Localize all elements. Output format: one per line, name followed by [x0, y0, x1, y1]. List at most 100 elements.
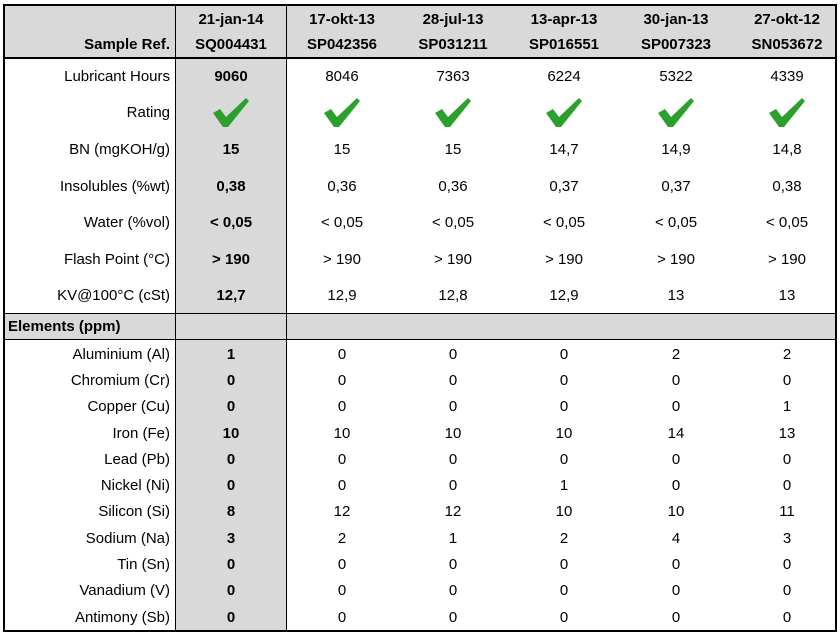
property-value: < 0,05: [209, 213, 253, 231]
property-value: 7363: [436, 67, 470, 85]
element-value: 0: [337, 608, 347, 626]
column-sample-ref: SP031211: [418, 35, 488, 53]
element-value: 0: [337, 556, 347, 574]
element-value: 0: [559, 371, 569, 389]
property-label: Flash Point (°C): [63, 250, 170, 268]
element-value: 2: [559, 529, 569, 547]
property-value: > 190: [212, 250, 250, 268]
element-value: 0: [671, 582, 681, 600]
grid-line: [3, 4, 837, 6]
element-value: 0: [337, 477, 347, 495]
element-value: 0: [448, 582, 458, 600]
element-label: Iron (Fe): [112, 424, 170, 442]
element-label: Chromium (Cr): [70, 371, 170, 389]
property-value: 8046: [325, 67, 359, 85]
grid-line: [835, 4, 837, 632]
element-value: 0: [226, 608, 236, 626]
element-value: 0: [782, 582, 792, 600]
property-value: 12,9: [549, 286, 579, 304]
property-value: 13: [778, 286, 796, 304]
element-label: Lead (Pb): [104, 450, 170, 468]
element-value: 1: [559, 477, 569, 495]
property-value: < 0,05: [542, 213, 586, 231]
property-value: < 0,05: [320, 213, 364, 231]
element-value: 2: [782, 345, 792, 363]
property-value: 5322: [659, 67, 693, 85]
element-label: Silicon (Si): [98, 503, 170, 521]
grid-line: [286, 4, 287, 632]
check-icon: [546, 98, 582, 127]
element-value: 1: [782, 398, 792, 416]
element-value: 0: [448, 556, 458, 574]
element-value: 10: [333, 424, 351, 442]
check-icon: [769, 98, 805, 127]
element-label: Vanadium (V): [79, 582, 170, 600]
element-value: 14: [667, 424, 685, 442]
column-date: 17-okt-13: [309, 10, 375, 28]
rating-check-icon: [621, 94, 731, 130]
check-icon: [213, 98, 249, 127]
element-value: 0: [782, 608, 792, 626]
element-value: 0: [448, 477, 458, 495]
column-sample-ref: SN053672: [751, 35, 823, 53]
property-value: 12,9: [327, 286, 357, 304]
element-value: 0: [671, 477, 681, 495]
element-value: 2: [337, 529, 347, 547]
grid-line: [3, 339, 837, 340]
element-value: 0: [559, 608, 569, 626]
element-label: Nickel (Ni): [100, 477, 170, 495]
element-value: 12: [333, 503, 351, 521]
element-label: Aluminium (Al): [72, 345, 170, 363]
property-value: 0,37: [549, 177, 579, 195]
property-value: 15: [444, 140, 462, 158]
element-value: 0: [559, 582, 569, 600]
rating-check-icon: [509, 94, 619, 130]
element-value: 0: [671, 450, 681, 468]
element-value: 0: [337, 450, 347, 468]
latest-column-shade: [176, 58, 286, 632]
element-value: 2: [671, 345, 681, 363]
element-value: 0: [226, 582, 236, 600]
element-value: 10: [555, 424, 573, 442]
element-value: 0: [559, 556, 569, 574]
check-icon: [324, 98, 360, 127]
element-value: 10: [667, 503, 685, 521]
element-label: Copper (Cu): [87, 398, 170, 416]
element-value: 10: [444, 424, 462, 442]
property-value: 0,36: [438, 177, 468, 195]
sample-ref-label: Sample Ref.: [84, 35, 170, 53]
property-value: 15: [222, 140, 240, 158]
element-value: 0: [226, 398, 236, 416]
element-label: Sodium (Na): [85, 529, 170, 547]
property-label: KV@100°C (cSt): [57, 286, 170, 304]
element-value: 0: [337, 582, 347, 600]
element-value: 0: [226, 371, 236, 389]
grid-line: [3, 313, 837, 314]
rating-check-icon: [176, 94, 286, 130]
element-label: Antimony (Sb): [74, 608, 170, 626]
element-value: 0: [337, 371, 347, 389]
property-value: > 190: [768, 250, 806, 268]
element-value: 0: [782, 556, 792, 574]
element-value: 10: [222, 424, 240, 442]
column-sample-ref: SP007323: [640, 35, 712, 53]
property-value: > 190: [434, 250, 472, 268]
column-date: 28-jul-13: [422, 10, 484, 28]
element-value: 0: [448, 450, 458, 468]
property-value: 0,38: [772, 177, 802, 195]
rating-check-icon: [287, 94, 397, 130]
property-value: > 190: [323, 250, 361, 268]
element-value: 0: [782, 371, 792, 389]
property-value: 15: [333, 140, 351, 158]
element-value: 10: [555, 503, 573, 521]
element-value: 3: [226, 529, 236, 547]
column-date: 13-apr-13: [530, 10, 598, 28]
property-value: 0,37: [661, 177, 691, 195]
property-label: Water (%vol): [83, 213, 170, 231]
element-value: 0: [448, 345, 458, 363]
element-value: 0: [448, 398, 458, 416]
check-icon: [435, 98, 471, 127]
column-sample-ref: SP042356: [306, 35, 378, 53]
element-value: 0: [337, 345, 347, 363]
elements-heading: Elements (ppm): [8, 318, 121, 335]
